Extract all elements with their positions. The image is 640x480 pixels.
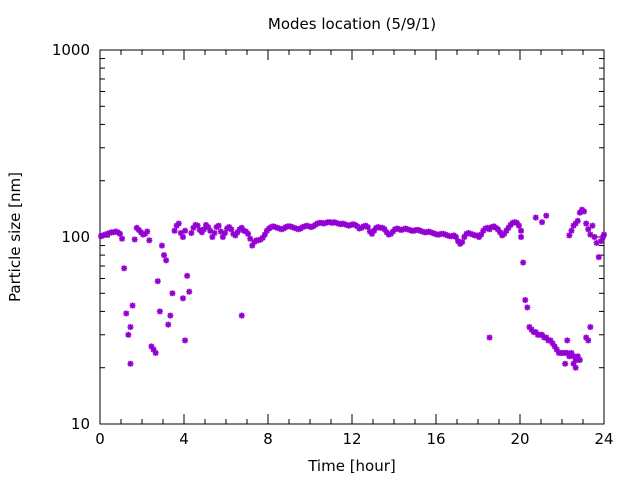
data-point <box>121 265 128 272</box>
data-point <box>587 324 594 331</box>
data-point <box>601 231 607 238</box>
data-point <box>518 227 525 234</box>
data-point <box>520 259 527 266</box>
data-point <box>591 234 598 240</box>
x-axis: 0 4 8 12 16 20 24 <box>95 50 614 448</box>
y-tick-label: 1000 <box>52 41 90 59</box>
data-point <box>184 272 191 279</box>
chart-title: Modes location (5/9/1) <box>268 15 436 33</box>
data-point <box>539 219 546 226</box>
data-point <box>564 337 571 344</box>
data-point <box>161 252 168 259</box>
x-tick-label: 0 <box>95 430 105 448</box>
data-point <box>245 230 252 237</box>
data-point <box>574 217 581 224</box>
data-point <box>125 331 132 338</box>
data-point <box>156 308 163 315</box>
data-point <box>127 360 134 367</box>
data-point <box>583 220 590 227</box>
y-tick-label: 10 <box>71 415 90 433</box>
x-tick-label: 8 <box>263 430 273 448</box>
data-point <box>182 337 189 344</box>
data-point <box>182 227 189 234</box>
y-tick-label: 100 <box>61 228 90 246</box>
x-axis-label: Time [hour] <box>307 457 396 475</box>
data-point <box>221 230 228 237</box>
data-point <box>131 236 138 243</box>
y-axis-label: Particle size [nm] <box>6 172 24 302</box>
x-tick-label: 4 <box>179 430 189 448</box>
data-point <box>154 278 161 285</box>
data-point <box>123 310 130 317</box>
data-point <box>127 324 134 331</box>
data-point <box>215 222 222 229</box>
data-point <box>152 349 159 356</box>
data-point <box>459 239 466 246</box>
data-point <box>532 214 539 221</box>
data-point <box>595 254 602 261</box>
data-point <box>478 231 485 238</box>
data-point <box>524 304 531 311</box>
data-point <box>119 235 126 242</box>
data-point <box>165 321 172 328</box>
x-tick-label: 16 <box>426 430 445 448</box>
data-point <box>522 297 529 304</box>
data-point <box>568 227 575 234</box>
data-point <box>144 228 151 235</box>
data-point <box>486 334 493 341</box>
data-point <box>566 232 573 239</box>
data-point <box>368 230 375 237</box>
data-point <box>211 230 218 237</box>
x-tick-label: 20 <box>510 430 529 448</box>
data-point <box>167 312 174 319</box>
data-point <box>518 234 525 240</box>
data-point <box>179 234 186 240</box>
data-point <box>587 231 594 238</box>
data-point <box>158 242 165 249</box>
data-point <box>589 222 596 229</box>
data-point <box>163 257 170 264</box>
data-point <box>179 295 186 302</box>
data-point <box>585 337 592 344</box>
data-point <box>228 226 235 233</box>
plot-frame <box>99 49 605 425</box>
data-point <box>175 220 182 227</box>
data-point <box>247 235 254 242</box>
x-tick-label: 24 <box>594 430 613 448</box>
data-point <box>146 237 153 244</box>
data-point <box>585 226 592 233</box>
data-point <box>171 227 178 234</box>
data-point <box>572 364 579 371</box>
data-point <box>169 290 176 297</box>
data-point <box>562 360 569 367</box>
data-point <box>515 222 522 229</box>
data-point <box>574 356 581 363</box>
data-point <box>129 302 136 309</box>
data-point <box>238 312 245 319</box>
data-point <box>186 288 193 295</box>
data-points <box>98 206 607 371</box>
y-axis: 10 100 1000 <box>52 41 604 433</box>
x-tick-label: 12 <box>342 430 361 448</box>
data-point <box>581 208 588 215</box>
data-point <box>543 212 550 219</box>
data-point <box>116 230 123 237</box>
data-point <box>188 230 195 237</box>
